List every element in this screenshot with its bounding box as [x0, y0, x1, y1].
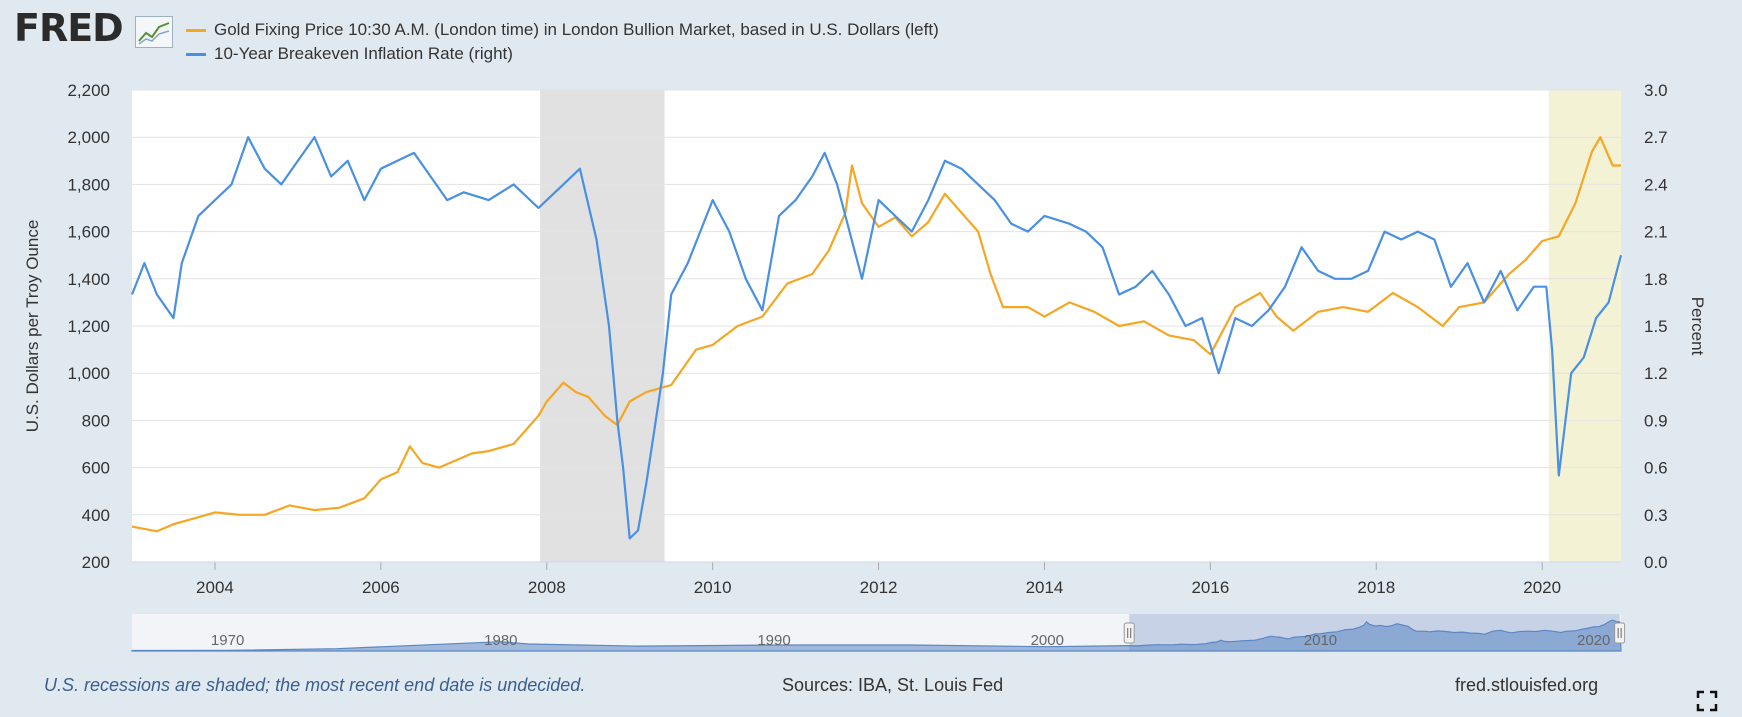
x-tick-label: 2016	[1191, 578, 1229, 597]
navigator-handle[interactable]	[1614, 622, 1626, 644]
x-tick-label: 2014	[1026, 578, 1064, 597]
line-chart-icon	[135, 16, 173, 48]
right-tick-label: 0.9	[1644, 411, 1668, 430]
left-tick-label: 1,000	[67, 364, 110, 383]
left-tick-label: 400	[82, 506, 110, 525]
right-tick-label: 3.0	[1644, 81, 1668, 100]
right-tick-label: 0.6	[1644, 459, 1668, 478]
navigator-area	[131, 619, 1622, 652]
left-tick-label: 1,600	[67, 223, 110, 242]
navigator-tick-label: 2000	[1031, 632, 1064, 649]
recession-note: U.S. recessions are shaded; the most rec…	[44, 675, 586, 695]
left-tick-label: 600	[82, 459, 110, 478]
sources-text: Sources: IBA, St. Louis Fed	[782, 675, 1004, 695]
legend-item-gold[interactable]: Gold Fixing Price 10:30 A.M. (London tim…	[186, 18, 939, 42]
right-tick-label: 2.7	[1644, 128, 1668, 147]
right-tick-label: 1.2	[1644, 364, 1668, 383]
legend-swatch-gold	[186, 28, 206, 32]
x-tick-label: 2006	[362, 578, 400, 597]
x-tick-label: 2020	[1523, 578, 1561, 597]
right-tick-label: 2.1	[1644, 223, 1668, 242]
legend-label-gold: Gold Fixing Price 10:30 A.M. (London tim…	[214, 20, 939, 39]
left-axis-label: U.S. Dollars per Troy Ounce	[23, 220, 42, 433]
navigator-tick-label: 2020	[1577, 632, 1610, 649]
right-tick-label: 2.4	[1644, 175, 1668, 194]
x-tick-label: 2010	[694, 578, 732, 597]
left-tick-label: 200	[82, 553, 110, 572]
fullscreen-icon[interactable]	[1696, 690, 1718, 712]
left-tick-label: 1,200	[67, 317, 110, 336]
x-tick-label: 2018	[1357, 578, 1395, 597]
left-tick-label: 2,200	[67, 81, 110, 100]
navigator-tick-label: 2010	[1304, 632, 1337, 649]
navigator-handle[interactable]	[1123, 622, 1135, 644]
right-tick-label: 0.3	[1644, 506, 1668, 525]
chart-svg[interactable]: 200 400 600 800 1,000 1,200 1,400 1,600 1,800 2,0…	[0, 0, 1742, 660]
navigator-tick-label: 1990	[757, 632, 790, 649]
right-tick-label: 1.8	[1644, 270, 1668, 289]
x-tick-label: 2008	[528, 578, 566, 597]
left-tick-label: 1,800	[67, 175, 110, 194]
right-tick-label: 0.0	[1644, 553, 1668, 572]
source-url-link[interactable]: fred.stlouisfed.org	[1455, 675, 1599, 695]
right-tick-label: 1.5	[1644, 317, 1668, 336]
right-axis-label: Percent	[1688, 297, 1707, 356]
left-tick-label: 800	[82, 411, 110, 430]
fred-logo[interactable]: FRED	[14, 6, 124, 50]
breakeven-inflation-line	[130, 136, 1623, 540]
left-tick-label: 2,000	[67, 128, 110, 147]
x-tick-label: 2012	[860, 578, 898, 597]
logo-text: FRED	[14, 6, 124, 50]
legend-swatch-breakeven	[186, 52, 206, 56]
legend-item-breakeven[interactable]: 10-Year Breakeven Inflation Rate (right)	[186, 42, 939, 66]
gold-price-line	[131, 136, 1621, 533]
legend-label-breakeven: 10-Year Breakeven Inflation Rate (right)	[214, 44, 513, 63]
navigator-tick-label: 1970	[211, 632, 244, 649]
navigator-tick-label: 1980	[484, 632, 517, 649]
x-tick-label: 2004	[196, 578, 234, 597]
left-tick-label: 1,400	[67, 270, 110, 289]
chart-legend: Gold Fixing Price 10:30 A.M. (London tim…	[186, 18, 939, 66]
